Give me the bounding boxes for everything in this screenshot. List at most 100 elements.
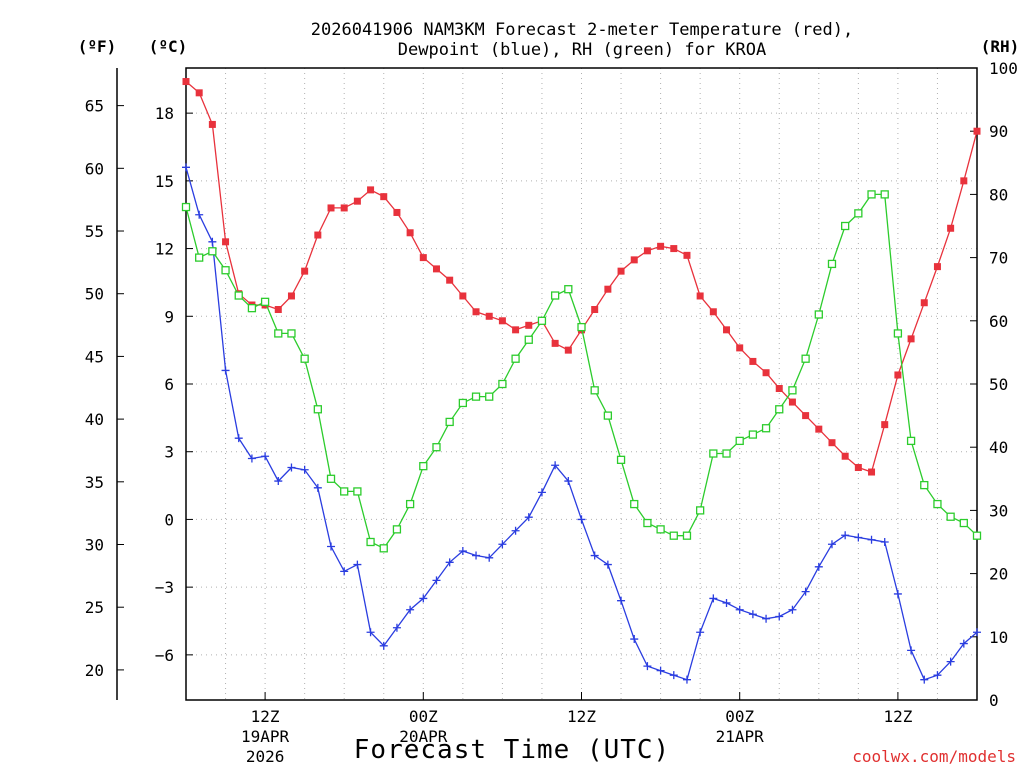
celsius-tick-label: 6: [164, 375, 174, 394]
data-point: [327, 204, 335, 212]
data-point: [498, 379, 507, 389]
rh-tick-label: 100: [989, 59, 1018, 78]
data-point: [274, 306, 282, 314]
data-point: [445, 558, 454, 567]
data-point: [301, 267, 309, 275]
data-point: [524, 335, 533, 344]
rh-tick-label: 20: [989, 565, 1008, 584]
x-tick-label: 12Z: [883, 707, 912, 726]
celsius-tick-label: −6: [155, 646, 174, 665]
data-point: [234, 291, 243, 300]
data-point: [380, 193, 388, 201]
celsius-axis-unit: (ºC): [149, 37, 188, 56]
data-point: [709, 594, 718, 603]
data-point: [406, 605, 415, 614]
data-point: [590, 551, 599, 560]
fahrenheit-tick-label: 45: [85, 347, 104, 366]
data-point: [577, 322, 586, 332]
data-point: [287, 463, 296, 472]
fahrenheit-tick-label: 35: [85, 473, 104, 492]
data-point: [419, 594, 428, 603]
data-point: [353, 197, 361, 205]
data-point: [367, 186, 375, 194]
data-point: [643, 518, 652, 528]
data-series: [181, 78, 982, 684]
chart-title-line1: 2026041906 NAM3KM Forecast 2-meter Tempe…: [311, 20, 853, 40]
data-point: [920, 675, 929, 684]
fahrenheit-tick-label: 50: [85, 285, 104, 304]
data-point: [287, 329, 296, 338]
fahrenheit-tick-label: 20: [85, 661, 104, 680]
data-point: [907, 335, 915, 343]
x-axis-label: Forecast Time (UTC): [354, 735, 670, 765]
data-point: [854, 209, 863, 218]
fahrenheit-tick-label: 30: [85, 536, 104, 555]
data-point: [630, 635, 639, 644]
celsius-tick-label: 9: [164, 307, 174, 326]
data-point: [841, 531, 850, 540]
data-point: [564, 346, 572, 354]
data-point: [801, 587, 810, 596]
data-point: [670, 245, 678, 253]
data-point: [643, 662, 652, 671]
data-point: [406, 229, 414, 237]
data-point: [868, 468, 876, 476]
data-point: [920, 299, 928, 307]
data-point: [392, 525, 402, 534]
data-point: [867, 190, 876, 199]
data-point: [525, 321, 533, 329]
data-point: [656, 525, 665, 534]
data-point: [761, 424, 771, 433]
data-point: [973, 127, 981, 135]
data-point: [696, 628, 705, 637]
rh-tick-label: 30: [989, 501, 1008, 520]
data-point: [841, 452, 849, 460]
rh-tick-label: 50: [989, 375, 1008, 394]
data-point: [894, 371, 902, 379]
data-point: [314, 231, 322, 239]
data-point: [827, 259, 837, 269]
x-tick-label: 00Z: [725, 707, 754, 726]
data-point: [604, 285, 612, 293]
data-point: [946, 657, 955, 666]
data-point: [182, 163, 190, 172]
celsius-tick-label: 0: [164, 510, 174, 529]
x-tick-label: 00Z: [409, 707, 438, 726]
data-point: [379, 544, 388, 553]
data-point: [775, 612, 784, 621]
data-point: [485, 392, 494, 401]
data-point: [735, 436, 744, 446]
chart-title-line2: Dewpoint (blue), RH (green) for KROA: [398, 40, 766, 60]
data-point: [788, 605, 797, 614]
data-point: [485, 553, 494, 562]
data-point: [459, 292, 467, 300]
x-tick-date: 19APR: [241, 727, 290, 746]
data-point: [841, 221, 850, 231]
rh-tick-label: 90: [989, 122, 1008, 141]
data-point: [432, 265, 440, 273]
data-point: [881, 421, 889, 429]
series-line: [185, 193, 978, 550]
data-point: [485, 312, 493, 320]
data-point: [234, 434, 243, 443]
axes: −6 −3 0 3 6 9 12 15 18 20 25 30 35 40 45 50 55 60 65 0 10 20 3…: [85, 59, 1018, 766]
data-point: [947, 224, 955, 232]
x-tick-date: 20APR: [399, 727, 448, 746]
data-point: [656, 666, 665, 675]
data-point: [669, 671, 678, 680]
data-point: [577, 515, 586, 524]
data-point: [274, 329, 283, 338]
data-point: [683, 251, 691, 259]
data-point: [247, 304, 257, 313]
data-point: [616, 455, 626, 464]
data-point: [815, 425, 823, 433]
data-point: [906, 436, 916, 446]
data-point: [748, 610, 757, 619]
x-tick-label: 12Z: [567, 707, 596, 726]
data-point: [458, 398, 468, 408]
data-point: [313, 405, 322, 414]
data-point: [550, 291, 560, 300]
data-point: [682, 675, 691, 684]
data-point: [419, 462, 428, 471]
data-point: [405, 499, 415, 509]
